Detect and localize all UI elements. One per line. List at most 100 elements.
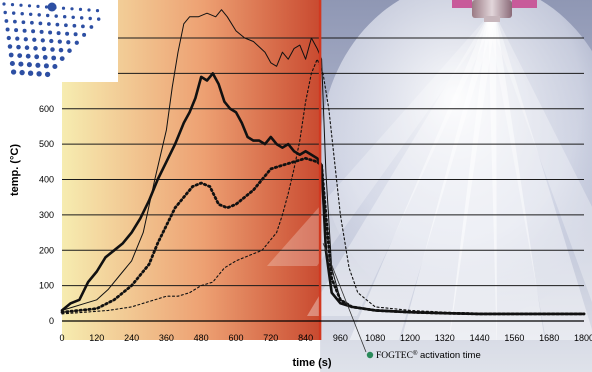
mist-nozzle	[472, 0, 512, 18]
logo-dot	[42, 55, 48, 60]
logo-dot	[35, 62, 41, 68]
logo-dot	[41, 46, 47, 52]
logo-dot	[82, 32, 87, 37]
y-tick-label: 500	[39, 139, 54, 149]
logo-dot	[11, 11, 16, 15]
y-tick-label: 200	[39, 245, 54, 255]
x-tick-label: 120	[89, 333, 104, 343]
series-line-thin-dotted	[61, 58, 585, 315]
x-tick-label: 1680	[539, 333, 559, 343]
x-tick-label: 0	[59, 333, 64, 343]
logo-dot	[30, 20, 34, 25]
logo-dot	[23, 37, 28, 42]
x-tick-label: 720	[263, 333, 278, 343]
logo-dot	[21, 20, 26, 25]
logo-dot	[48, 30, 53, 35]
logo-dot	[95, 9, 100, 13]
annotation-brand: FOGTEC	[376, 351, 413, 361]
pipe-right	[512, 0, 537, 8]
logo-dot	[36, 71, 42, 77]
logo-dot	[67, 48, 72, 53]
annotation-dot-icon	[366, 351, 374, 359]
logo-dot	[4, 19, 9, 23]
logo-dot	[44, 5, 49, 9]
logo-dot	[28, 12, 33, 17]
logo-dot	[49, 38, 54, 44]
logo-dot	[9, 60, 15, 67]
logo-dot	[26, 62, 32, 68]
logo-dot	[3, 10, 7, 15]
y-tick-label: 400	[39, 175, 54, 185]
logo-dot	[24, 45, 30, 50]
logo-dot	[14, 28, 19, 33]
logo-dot	[16, 44, 21, 50]
annotation-registered-mark: ®	[413, 350, 418, 357]
logo-dot	[37, 13, 41, 17]
x-tick-label: 360	[159, 333, 174, 343]
annotation-label: activation time	[417, 350, 480, 361]
spray-streak	[488, 16, 545, 340]
series-layer	[60, 9, 586, 316]
y-tick-label: 300	[39, 210, 54, 220]
x-axis-tick-labels: 0 120 240 360 480 600 720 840 960 1080 1200 1320 144…	[59, 333, 592, 343]
logo-dot	[72, 23, 77, 28]
logo-dot	[56, 31, 61, 36]
logo-dot	[17, 53, 23, 58]
fogtec-dot-logo	[2, 2, 101, 78]
water-mist-spray	[267, 0, 592, 340]
logo-dot	[32, 37, 37, 42]
logo-dot	[25, 53, 31, 59]
spray-streak	[488, 16, 592, 340]
logo-dot	[87, 8, 91, 12]
series-line-thick-dotted	[60, 156, 586, 316]
logo-dot	[89, 25, 94, 29]
logo-dot	[33, 46, 38, 51]
logo-dot	[27, 4, 32, 8]
logo-dot	[50, 47, 55, 52]
logo-dot	[58, 47, 64, 53]
logo-dot	[81, 24, 85, 29]
pipe-left	[452, 0, 472, 8]
logo-dot	[39, 29, 44, 34]
logo-dot	[55, 22, 60, 27]
series-line-thick-solid	[60, 72, 586, 316]
logo-dot	[43, 63, 49, 69]
logo-dot	[15, 36, 20, 41]
mist-nozzle-tip	[484, 16, 500, 22]
logo-dot	[51, 55, 57, 61]
logo-dot	[44, 71, 51, 78]
logo-dot	[47, 2, 57, 12]
logo-dot	[13, 19, 17, 24]
x-tick-label: 1320	[435, 333, 455, 343]
logo-dot	[6, 35, 11, 41]
x-tick-label: 480	[194, 333, 209, 343]
spray-streak	[307, 16, 496, 316]
logo-dot	[2, 2, 6, 6]
x-tick-label: 1800	[574, 333, 592, 343]
logo-dot	[10, 69, 17, 75]
logo-dot	[66, 40, 71, 45]
logo-dot	[96, 17, 101, 21]
logo-dot	[65, 31, 70, 36]
logo-dot	[18, 61, 24, 67]
logo-dot	[31, 29, 36, 34]
spray-streak	[448, 16, 497, 340]
logo-dot	[20, 11, 24, 16]
spray-streak	[349, 16, 496, 340]
logo-dot	[40, 38, 45, 43]
logo-dot	[34, 54, 40, 60]
logo-dot	[27, 70, 34, 76]
logo-dot	[52, 63, 58, 70]
y-tick-label: 600	[39, 104, 54, 114]
logo-dot	[64, 23, 68, 28]
logo-dot	[79, 16, 84, 20]
logo-dot	[19, 69, 25, 76]
x-axis-title: time (s)	[292, 357, 331, 369]
y-axis-title: temp. (°C)	[9, 144, 21, 196]
x-tick-label: 960	[333, 333, 348, 343]
x-tick-label: 840	[298, 333, 313, 343]
logo-dot	[5, 27, 10, 32]
logo-dot	[22, 28, 27, 33]
logo-dot	[62, 14, 67, 19]
